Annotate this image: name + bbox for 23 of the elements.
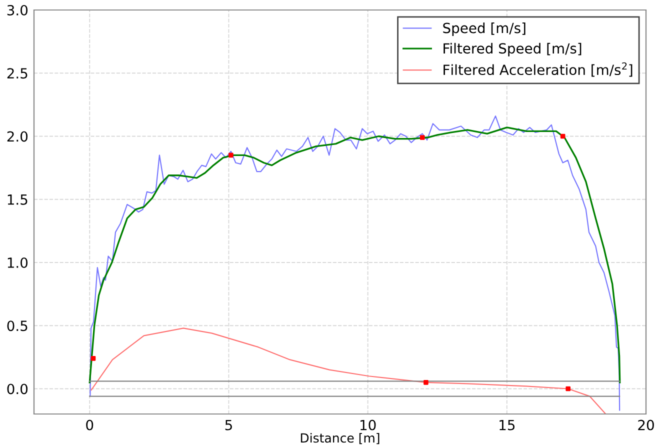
y-tick-label: 1.5 bbox=[8, 194, 28, 205]
x-tick-label: 0 bbox=[86, 420, 94, 430]
legend-label: Speed [m/s] bbox=[443, 22, 526, 36]
x-axis-title: Distance [m] bbox=[300, 432, 380, 444]
point bbox=[424, 380, 428, 385]
y-tick-label: 0.0 bbox=[7, 384, 28, 394]
legend-label: Filtered Acceleration [m/s$^{2}$] bbox=[444, 62, 632, 77]
point bbox=[228, 152, 234, 158]
x-tick-label: 10 bbox=[360, 420, 376, 430]
y-tick-label: 3.0 bbox=[7, 4, 28, 16]
legend-label: Filtered Speed [m/s] bbox=[444, 42, 582, 56]
point bbox=[560, 134, 566, 139]
point bbox=[90, 356, 96, 361]
x-tick-label: 15 bbox=[500, 420, 515, 430]
point bbox=[566, 386, 571, 392]
y-tick-label: 2.0 bbox=[7, 131, 28, 142]
point bbox=[420, 135, 425, 140]
y-tick-label: 1.0 bbox=[8, 257, 28, 268]
y-tick-label: 2.5 bbox=[7, 68, 28, 79]
x-tick-label: 5 bbox=[225, 420, 232, 430]
line-series bbox=[90, 328, 606, 414]
x-tick-label: 20 bbox=[638, 420, 654, 430]
y-tick-label: 0.5 bbox=[7, 320, 28, 332]
